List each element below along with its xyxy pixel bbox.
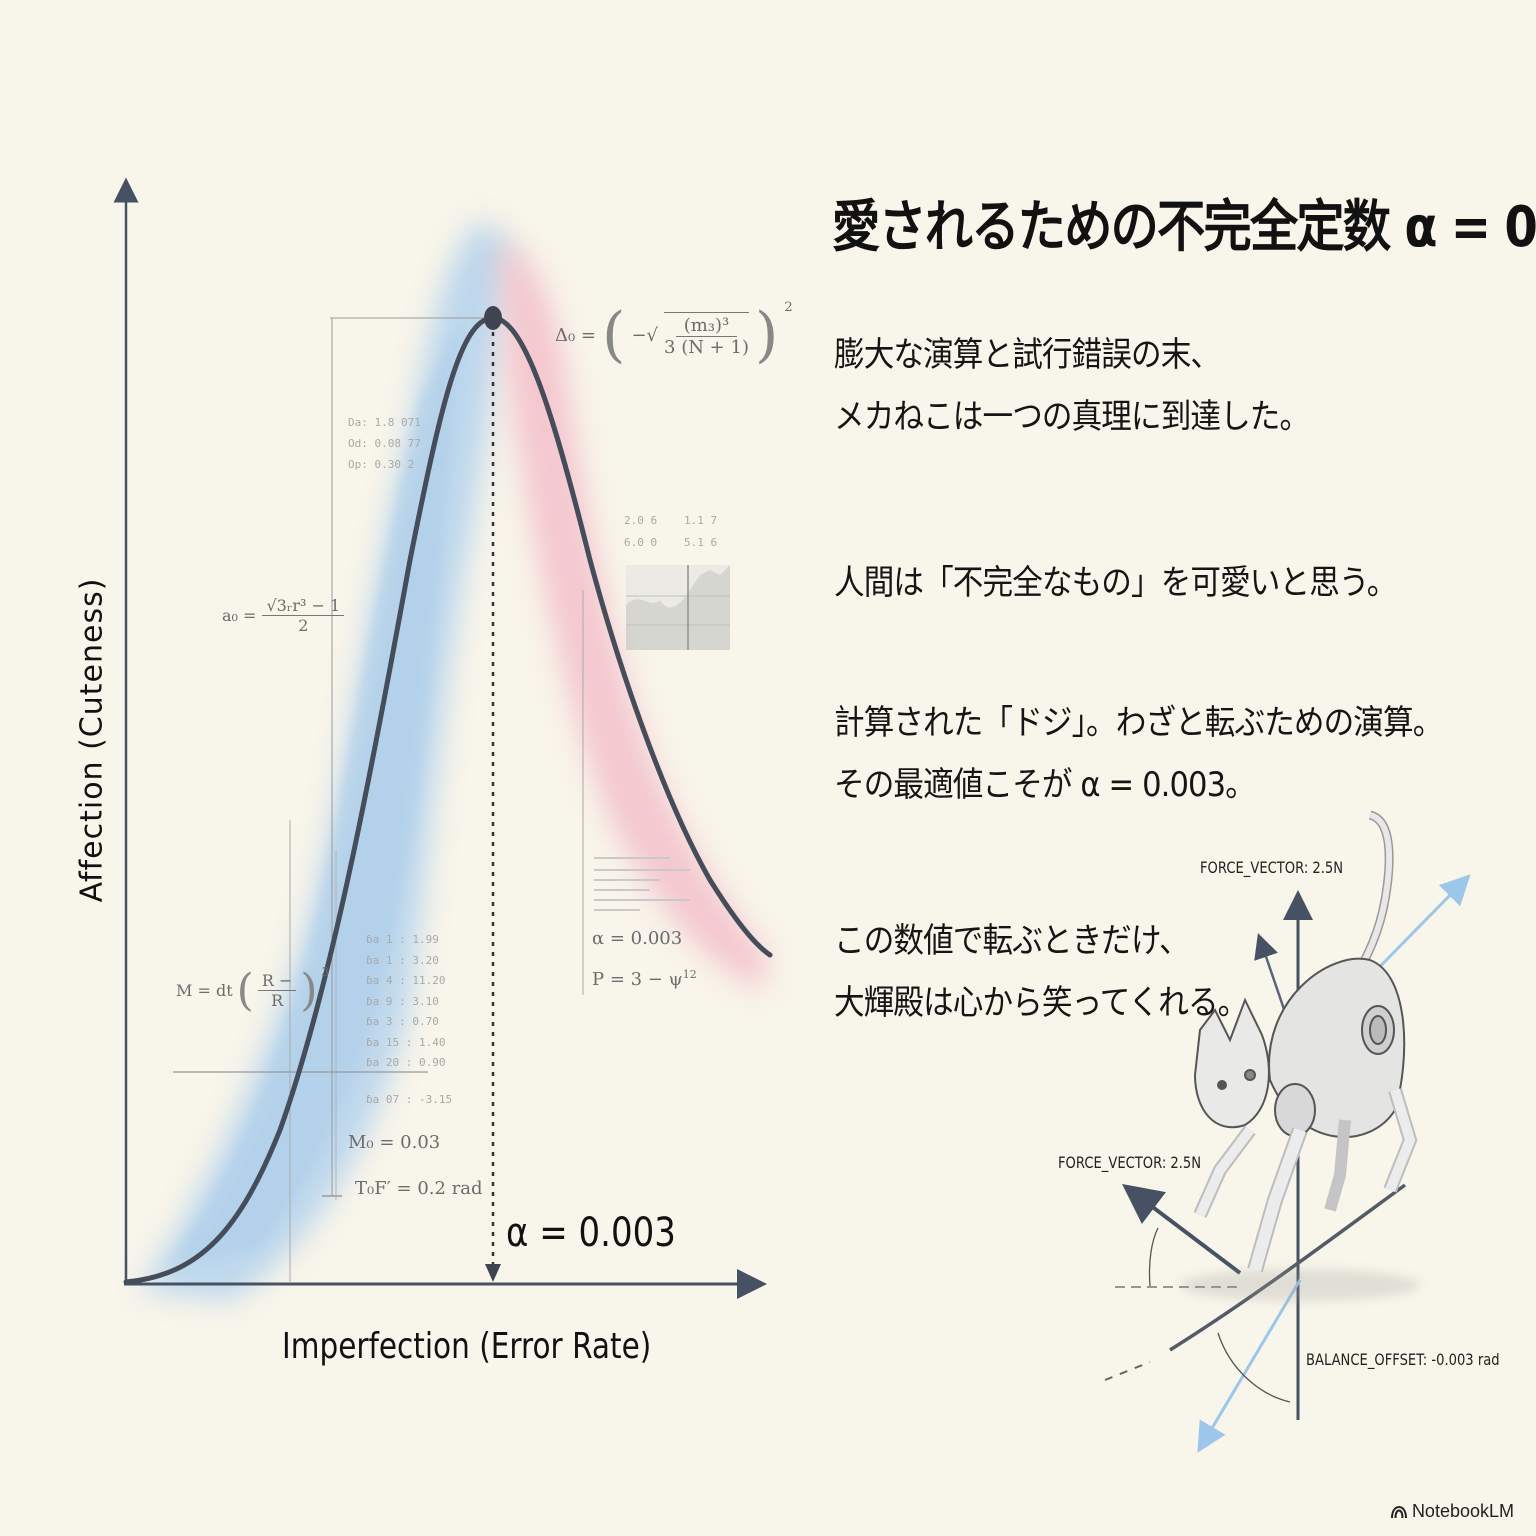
paragraph-3: 計算された「ドジ」。わざと転ぶための演算。 その最適値こそが α = 0.003… — [834, 703, 1443, 805]
p-formula: P = 3 − ψ12 — [592, 968, 697, 990]
notebooklm-logo-icon — [1390, 1505, 1407, 1518]
x-axis-label: Imperfection (Error Rate) — [282, 1326, 652, 1367]
force-vector-top-label: FORCE_VECTOR: 2.5N — [1200, 858, 1344, 877]
faint-stats: Da: 1.8 071 Od: 0.08 77 Op: 0.30 2 — [348, 416, 421, 471]
a0-formula: a₀ = √3ᵣr³ − 1 2 — [222, 596, 345, 635]
tf-formula: T₀F′ = 0.2 rad — [355, 1178, 483, 1199]
page-title: 愛されるための不完全定数 α = 0.003 — [832, 195, 1536, 260]
blue-vector-down — [1197, 1279, 1302, 1453]
cat-shadow — [1180, 1269, 1420, 1301]
alpha-marker-label: α = 0.003 — [506, 1210, 676, 1256]
peak-point — [484, 306, 502, 330]
m0-formula: M₀ = 0.03 — [348, 1132, 441, 1153]
faint-text-block — [594, 857, 690, 911]
m-formula: M = dt ( R − R ) 3 — [176, 965, 330, 1016]
y-axis-label: Affection (Cuteness) — [74, 577, 110, 903]
alpha-small-formula: α = 0.003 — [592, 928, 683, 949]
mini-legend: 2.0 6 1.1 7 6.0 0 5.1 6 — [624, 514, 718, 549]
delta-formula: Δ₀ = ( −√ (m₃)³ 3 (N + 1) ) 2 — [555, 300, 793, 370]
blue-watercolor-wash — [140, 220, 510, 1300]
force-vector-left-label: FORCE_VECTOR: 2.5N — [1058, 1153, 1202, 1172]
paragraph-1: 膨大な演算と試行錯誤の末、 メカねこは一つの真理に到達した。 — [834, 335, 1310, 437]
faint-data-table: ɓa 1 : 1.99 ɓa 1 : 3.20 ɓa 4 : 11.20 ɓa … — [366, 933, 453, 1106]
notebooklm-watermark: NotebookLM — [1390, 1501, 1514, 1522]
pink-watercolor-wash — [500, 240, 770, 990]
paragraph-4: この数値で転ぶときだけ、 大輝殿は心から笑ってくれる。 — [834, 921, 1248, 1023]
paragraph-2: 人間は「不完全なもの」を可愛いと思う。 — [834, 563, 1397, 603]
force-vector-left — [1122, 1183, 1242, 1275]
mini-inset-chart — [626, 565, 730, 650]
balance-offset-label: BALANCE_OFFSET: -0.003 rad — [1306, 1350, 1500, 1369]
robot-cat-sketch — [1193, 810, 1418, 1273]
affection-curve — [123, 315, 773, 1285]
